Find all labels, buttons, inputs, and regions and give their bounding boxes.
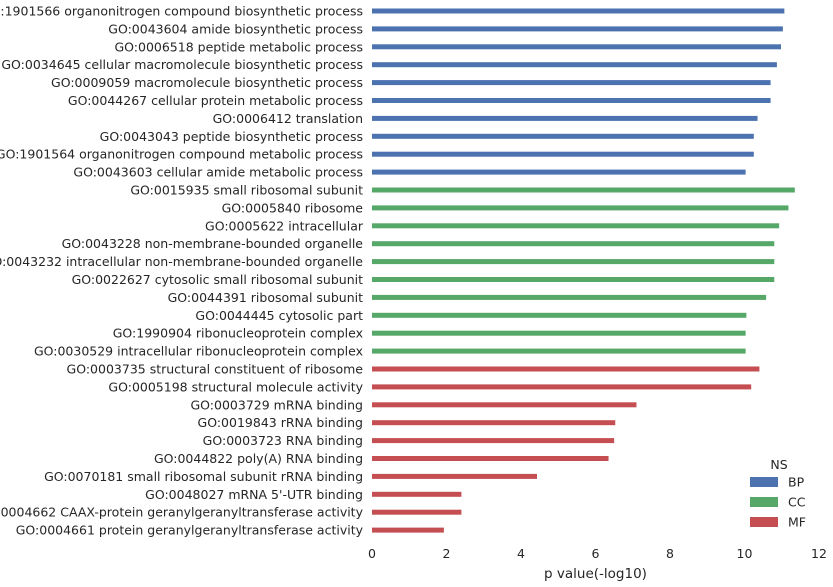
bar-30 bbox=[372, 527, 444, 533]
x-tick-label: 12 bbox=[811, 546, 827, 561]
category-label: GO:0043232 intracellular non-membrane-bo… bbox=[0, 254, 363, 269]
legend-swatch-mf bbox=[750, 517, 778, 527]
x-tick-label: 6 bbox=[592, 546, 600, 561]
x-tick-label: 0 bbox=[368, 546, 376, 561]
category-label: GO:0030529 intracellular ribonucleoprote… bbox=[34, 344, 363, 359]
legend-label-cc: CC bbox=[788, 495, 806, 510]
bar-27 bbox=[372, 473, 538, 479]
category-label: GO:0043228 non-membrane-bounded organell… bbox=[62, 236, 364, 251]
category-label: GO:0003729 mRNA binding bbox=[191, 397, 364, 412]
category-label: GO:1901564 organonitrogen compound metab… bbox=[0, 147, 363, 162]
bar-28 bbox=[372, 491, 462, 497]
category-label: GO:0006412 translation bbox=[213, 111, 363, 126]
x-tick-label: 10 bbox=[737, 546, 753, 561]
legend-swatch-cc bbox=[750, 497, 778, 507]
category-label: GO:1901566 organonitrogen compound biosy… bbox=[0, 4, 363, 19]
bar-19 bbox=[372, 330, 746, 336]
category-label: GO:0004662 CAAX-protein geranylgeranyltr… bbox=[0, 505, 364, 520]
bar-24 bbox=[372, 420, 616, 426]
x-tick-label: 8 bbox=[666, 546, 674, 561]
bars-layer bbox=[372, 8, 795, 533]
bar-22 bbox=[372, 384, 752, 390]
bar-25 bbox=[372, 438, 615, 444]
bar-17 bbox=[372, 294, 767, 300]
category-label: GO:0070181 small ribosomal subunit rRNA … bbox=[44, 469, 363, 484]
bar-2 bbox=[372, 26, 783, 32]
category-label: GO:0019843 rRNA binding bbox=[198, 415, 363, 430]
category-label: GO:0044391 ribosomal subunit bbox=[168, 290, 363, 305]
category-label: GO:1990904 ribonucleoprotein complex bbox=[113, 326, 363, 341]
bar-11 bbox=[372, 187, 795, 193]
x-axis-title: p value(-log10) bbox=[544, 566, 647, 582]
legend-swatch-bp bbox=[750, 477, 778, 487]
bar-14 bbox=[372, 241, 775, 247]
category-label: GO:0048027 mRNA 5'-UTR binding bbox=[145, 487, 363, 502]
bar-8 bbox=[372, 133, 754, 139]
category-label: GO:0006518 peptide metabolic process bbox=[114, 39, 363, 54]
category-label: GO:0043603 cellular amide metabolic proc… bbox=[73, 165, 363, 180]
bar-1 bbox=[372, 8, 785, 14]
bar-10 bbox=[372, 169, 746, 175]
category-label: GO:0005840 ribosome bbox=[222, 200, 364, 215]
x-tick-label: 4 bbox=[517, 546, 525, 561]
bar-20 bbox=[372, 348, 746, 354]
category-label: GO:0003735 structural constituent of rib… bbox=[67, 362, 364, 377]
category-label: GO:0015935 small ribosomal subunit bbox=[130, 183, 363, 198]
bar-7 bbox=[372, 115, 758, 121]
category-labels: GO:1901566 organonitrogen compound biosy… bbox=[0, 4, 364, 538]
bar-15 bbox=[372, 259, 775, 265]
bar-26 bbox=[372, 456, 609, 461]
category-label: GO:0003723 RNA binding bbox=[203, 433, 363, 448]
category-label: GO:0034645 cellular macromolecule biosyn… bbox=[1, 57, 363, 72]
category-label: GO:0005622 intracellular bbox=[205, 218, 364, 233]
category-label: GO:0043604 amide biosynthetic process bbox=[108, 21, 363, 36]
bar-3 bbox=[372, 44, 781, 50]
category-label: GO:0044822 poly(A) RNA binding bbox=[154, 451, 363, 466]
bar-9 bbox=[372, 151, 754, 157]
category-label: GO:0004661 protein geranylgeranyltransfe… bbox=[16, 523, 364, 538]
bar-29 bbox=[372, 509, 462, 515]
legend-label-mf: MF bbox=[788, 515, 806, 530]
x-axis-ticks: 0 2 4 6 8 10 12 bbox=[368, 546, 827, 561]
bar-12 bbox=[372, 205, 789, 211]
category-label: GO:0022627 cytosolic small ribosomal sub… bbox=[72, 272, 364, 287]
bar-6 bbox=[372, 98, 771, 103]
legend-title: NS bbox=[770, 457, 787, 472]
bar-23 bbox=[372, 402, 637, 408]
category-label: GO:0044267 cellular protein metabolic pr… bbox=[68, 93, 363, 108]
bar-21 bbox=[372, 366, 760, 372]
category-label: GO:0044445 cytosolic part bbox=[195, 308, 363, 323]
bar-5 bbox=[372, 80, 771, 86]
category-label: GO:0005198 structural molecule activity bbox=[108, 379, 363, 394]
x-tick-label: 2 bbox=[443, 546, 451, 561]
category-label: GO:0009059 macromolecule biosynthetic pr… bbox=[51, 75, 363, 90]
category-label: GO:0043043 peptide biosynthetic process bbox=[100, 129, 363, 144]
bar-13 bbox=[372, 223, 780, 229]
legend-label-bp: BP bbox=[788, 475, 805, 490]
bar-16 bbox=[372, 277, 775, 282]
bar-18 bbox=[372, 312, 747, 318]
bar-4 bbox=[372, 62, 777, 68]
